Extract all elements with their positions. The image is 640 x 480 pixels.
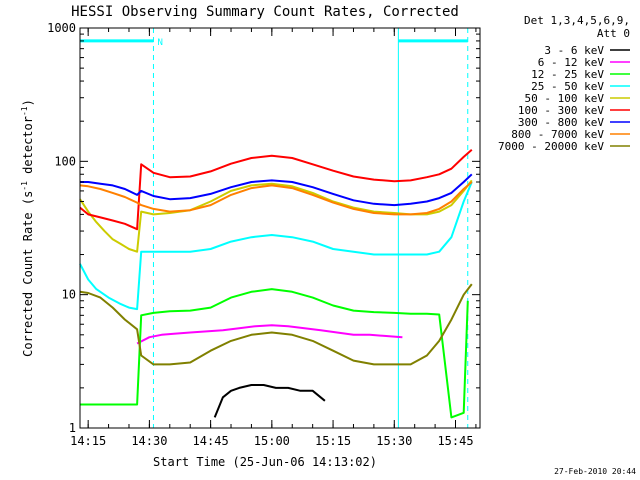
legend-label-3: 25 - 50 keV [531,80,604,93]
legend-label-5: 100 - 300 keV [518,104,604,117]
chart-title: HESSI Observing Summary Count Rates, Cor… [71,4,459,20]
legend-header-line-2: Att 0 [597,27,630,40]
legend-header-line-1: Det 1,3,4,5,6,9, [524,14,630,27]
y-tick-label-0: 1 [69,421,76,435]
x-tick-label-5: 15:30 [376,434,412,448]
x-tick-label-3: 15:00 [254,434,290,448]
x-axis-label: Start Time (25-Jun-06 14:13:02) [153,455,377,469]
y-tick-label-1: 10 [62,288,76,302]
legend-label-7: 800 - 7000 keV [511,128,604,141]
series-layer [79,149,473,419]
footer-date: 27-Feb-2010 20:44 [554,467,636,476]
y-tick-label-2: 100 [54,154,76,168]
series-line-5 [79,149,473,231]
legend-label-8: 7000 - 20000 keV [498,140,604,153]
y-axis-label: Corrected Count Rate (s-1 detector-1) [20,99,35,357]
x-tick-label-6: 15:45 [437,434,473,448]
legend-label-0: 3 - 6 keV [544,44,604,57]
series-line-6 [80,173,473,207]
x-tick-label-0: 14:15 [70,434,106,448]
y-tick-label-3: 1000 [47,21,76,35]
legend-label-4: 50 - 100 keV [525,92,605,105]
series-line-8 [79,283,473,366]
x-tick-label-1: 14:30 [131,434,167,448]
series-line-3 [79,181,473,311]
series-line-2 [80,288,469,419]
x-tick-label-4: 15:15 [315,434,351,448]
annotation-label: N [157,38,162,48]
axis-layer: 1 10 100 1000 14:15 14:30 14:45 15:00 15:15 15:30… [47,21,480,448]
x-tick-label-2: 14:45 [193,434,229,448]
series-line-7 [79,181,473,216]
legend-label-1: 6 - 12 keV [538,56,605,69]
legend-label-6: 300 - 800 keV [518,116,604,129]
series-line-0 [213,384,326,418]
legend-label-2: 12 - 25 keV [531,68,604,81]
series-line-1 [136,324,403,345]
plot-frame [79,27,481,429]
